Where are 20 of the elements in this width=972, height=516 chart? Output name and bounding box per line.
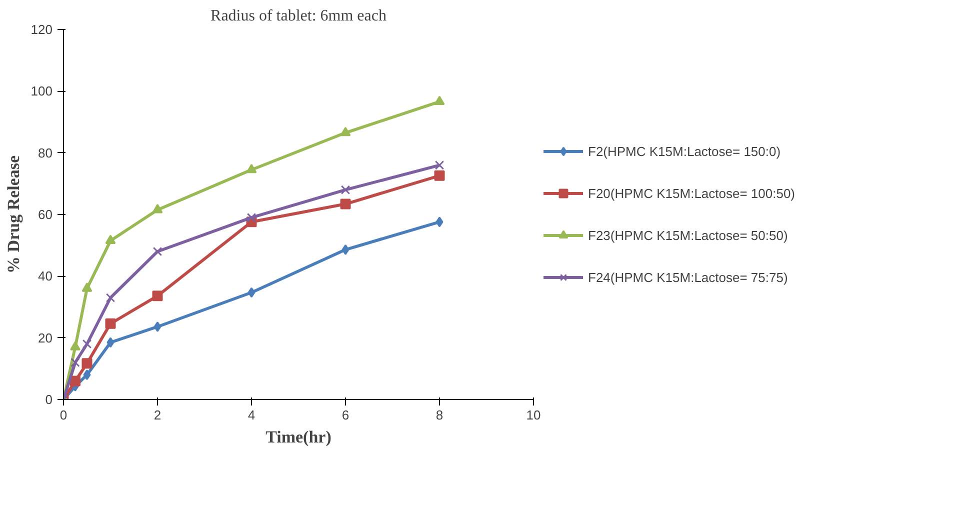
chart-title: Radius of tablet: 6mm each <box>210 8 386 24</box>
legend-label: F20(HPMC K15M:Lactose= 100:50) <box>588 186 796 200</box>
y-tick-label: 120 <box>30 22 53 37</box>
x-tick-label: 0 <box>60 408 68 422</box>
y-tick-label: 80 <box>38 145 53 160</box>
legend-label: F23(HPMC K15M:Lactose= 50:50) <box>588 228 788 242</box>
x-tick-label: 4 <box>248 408 256 422</box>
x-tick-label: 6 <box>342 408 350 422</box>
y-tick-label: 60 <box>38 207 53 222</box>
y-tick-label: 40 <box>38 268 53 284</box>
y-axis-title: % Drug Release <box>4 155 23 274</box>
x-axis-title: Time(hr) <box>266 428 332 446</box>
legend-label: F2(HPMC K15M:Lactose= 150:0) <box>588 144 781 158</box>
y-tick-label: 20 <box>38 330 53 346</box>
legend-label: F24(HPMC K15M:Lactose= 75:75) <box>588 270 788 284</box>
x-tick-label: 2 <box>154 408 162 422</box>
y-tick-label: 0 <box>45 392 53 407</box>
x-tick-label: 8 <box>436 408 444 422</box>
x-tick-label: 10 <box>526 408 541 422</box>
y-tick-label: 100 <box>30 84 53 99</box>
